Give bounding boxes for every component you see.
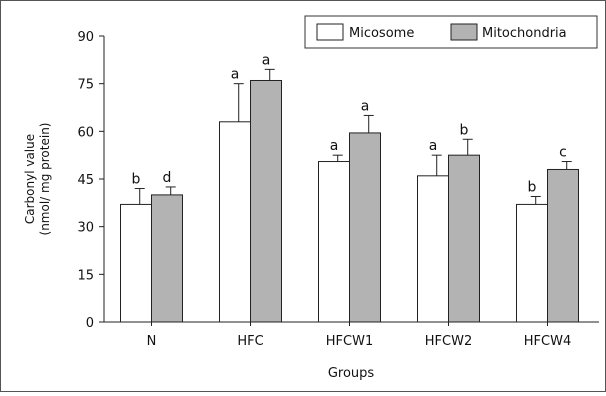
x-tick-label: N [147,334,157,349]
x-tick-label: HFCW2 [425,334,472,349]
bar-mitochondria [250,79,282,323]
significance-letter: c [559,145,567,161]
legend-label-micosome: Micosome [349,26,414,41]
significance-letter: a [361,98,370,114]
legend: Micosome Mitochondria [304,15,598,49]
y-tick-label: 75 [77,78,94,93]
x-tick-label: HFCW4 [524,334,571,349]
significance-letter: b [460,122,469,138]
x-tick-label: HFCW1 [326,334,373,349]
significance-letter: b [528,179,537,195]
bar-mitochondria [448,154,480,323]
y-tick-label: 15 [77,268,94,283]
x-axis-title: Groups [328,366,375,381]
significance-letter: b [132,172,141,188]
y-tick-label: 45 [77,173,94,188]
significance-letter: a [429,138,438,154]
bar-micosome [219,121,251,323]
significance-letter: a [262,52,271,68]
legend-swatch-micosome [316,23,344,41]
significance-letter: d [163,170,172,186]
y-tick-label: 30 [77,221,94,236]
bar-micosome [120,203,152,323]
y-tick-label: 90 [77,30,94,45]
x-tick-label: HFC [237,334,263,349]
bar-micosome [516,203,548,323]
bar-micosome [417,175,449,323]
legend-swatch-mitochondria [450,23,478,41]
bar-mitochondria [349,132,381,323]
bar-mitochondria [151,194,183,323]
y-tick-label: 60 [77,125,94,140]
y-tick-label: 0 [86,316,94,331]
significance-letter: a [231,67,240,83]
bar-micosome [318,161,350,323]
legend-label-mitochondria: Mitochondria [482,26,567,41]
y-axis-label-line1: Carbonyl value [23,134,37,224]
bars [120,68,579,323]
bar-mitochondria [547,168,579,323]
significance-letter: a [330,138,339,154]
labels: Carbonyl value (nmol/ mg protein) Groups Nb… [23,52,571,381]
y-axis-label-line2: (nmol/ mg protein) [38,123,52,236]
axes: 0 15 30 45 60 75 90 [77,30,599,331]
